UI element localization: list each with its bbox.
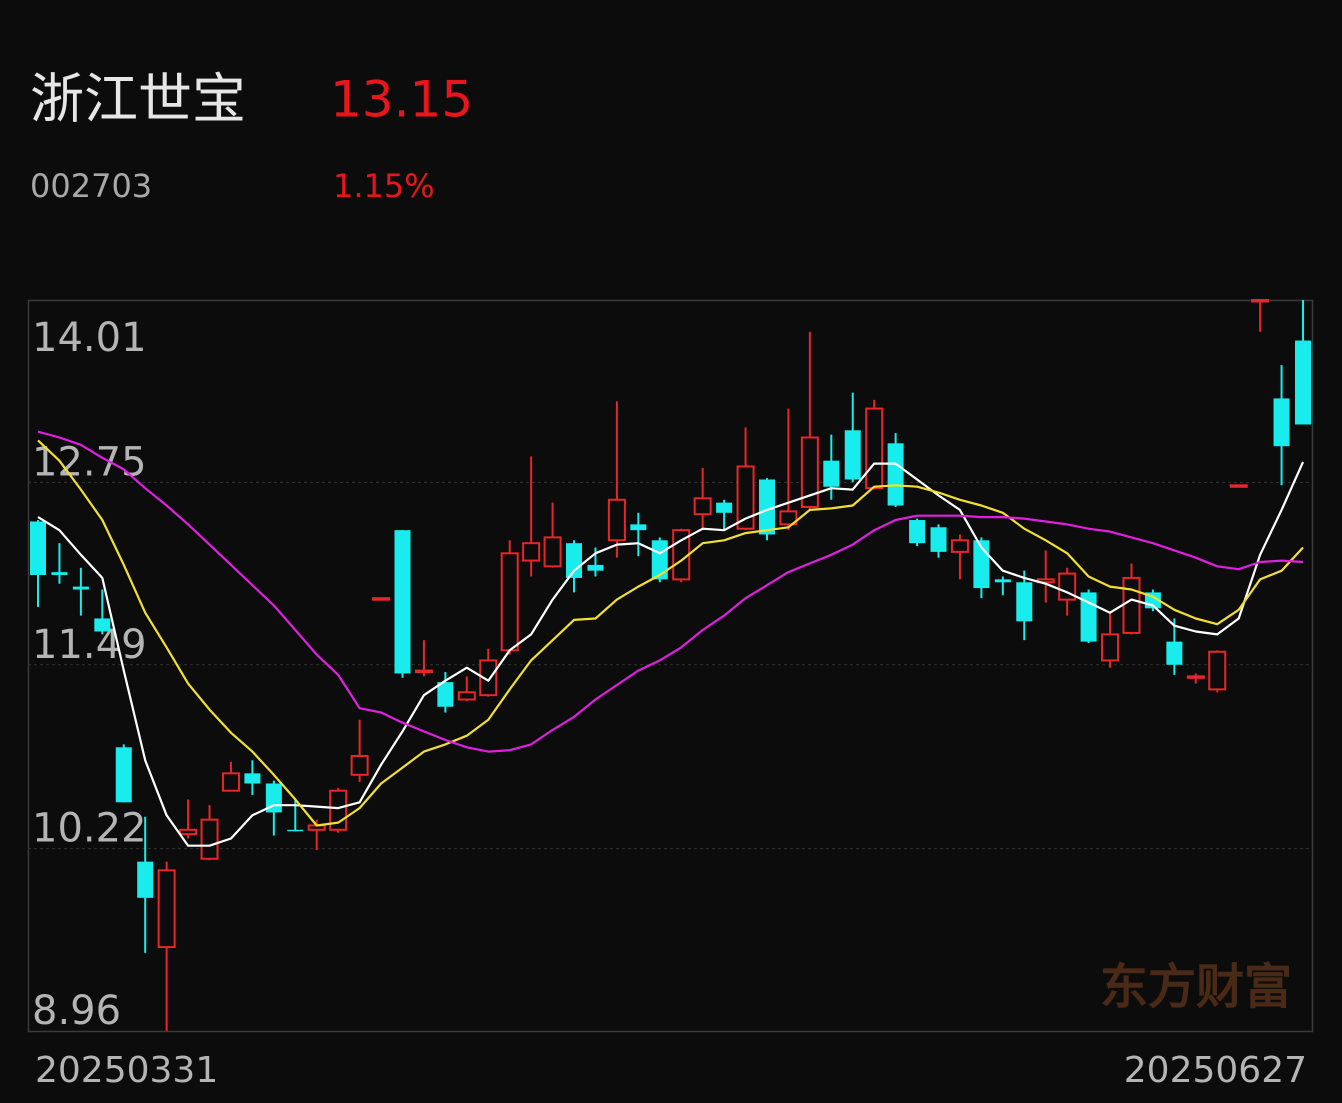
y-tick-label: 10.22 bbox=[32, 806, 147, 852]
candle-body bbox=[372, 597, 391, 601]
candle-body bbox=[630, 524, 647, 531]
candle-body bbox=[865, 407, 884, 490]
candle-body bbox=[736, 465, 755, 530]
candle-body bbox=[543, 536, 562, 568]
candle-body bbox=[1016, 582, 1033, 622]
candle-body bbox=[394, 530, 411, 674]
stock-name: 浙江世宝 bbox=[30, 68, 246, 131]
candle-body bbox=[500, 552, 519, 652]
candle-body bbox=[414, 669, 433, 674]
candle-body bbox=[950, 539, 969, 553]
candle-body bbox=[287, 829, 304, 832]
candle-body bbox=[779, 510, 798, 526]
y-tick-label: 12.75 bbox=[32, 439, 147, 485]
candle-body bbox=[1251, 299, 1270, 303]
candle-body bbox=[51, 572, 68, 576]
candle-body bbox=[115, 747, 132, 803]
candle-body bbox=[221, 772, 240, 792]
candle-body bbox=[522, 542, 541, 562]
candle-body bbox=[137, 861, 154, 898]
candle-body bbox=[844, 430, 861, 480]
ma-line bbox=[37, 430, 1304, 753]
candle-body bbox=[823, 460, 840, 487]
candle-body bbox=[909, 520, 926, 544]
candle-body bbox=[1295, 340, 1311, 425]
candle-body bbox=[437, 682, 454, 707]
watermark: 东方财富 bbox=[1100, 959, 1292, 1015]
candle-body bbox=[887, 443, 904, 506]
candle-body bbox=[566, 543, 583, 578]
x-tick-label: 20250331 bbox=[35, 1050, 218, 1091]
candle-body bbox=[1122, 576, 1141, 634]
candle-body bbox=[800, 436, 819, 508]
stock-code: 002703 bbox=[30, 167, 152, 205]
candle-body bbox=[994, 579, 1011, 583]
candle-body bbox=[350, 754, 369, 776]
candle-body bbox=[1208, 650, 1227, 691]
candle-body bbox=[94, 618, 111, 632]
candle-body bbox=[1273, 398, 1290, 447]
candle-body bbox=[244, 773, 261, 784]
ma-line bbox=[37, 461, 1305, 847]
candle-body bbox=[72, 586, 89, 590]
candle-body bbox=[930, 527, 947, 552]
candle-body bbox=[716, 502, 733, 513]
candle-body bbox=[758, 479, 775, 535]
price-change: 1.15% bbox=[333, 167, 435, 205]
candle-body bbox=[30, 521, 46, 576]
candle-body bbox=[1166, 641, 1183, 665]
y-tick-label: 8.96 bbox=[32, 988, 121, 1034]
candle-body bbox=[607, 498, 626, 542]
candle-body bbox=[157, 869, 176, 949]
stock-price: 13.15 bbox=[330, 71, 473, 129]
candle-body bbox=[200, 818, 219, 860]
candle-body bbox=[479, 659, 498, 697]
y-tick-label: 14.01 bbox=[32, 315, 147, 361]
ma-line bbox=[37, 439, 1304, 827]
x-tick-label: 20250627 bbox=[1124, 1050, 1307, 1091]
candle-body bbox=[1229, 484, 1248, 488]
plot-frame bbox=[27, 299, 1314, 1033]
candle-body bbox=[587, 564, 604, 571]
candle-body bbox=[651, 540, 668, 580]
candle-body bbox=[1186, 675, 1205, 679]
candle-body bbox=[179, 828, 198, 836]
candle-body bbox=[693, 497, 712, 516]
y-tick-label: 11.49 bbox=[32, 622, 147, 668]
candle-body bbox=[457, 691, 476, 701]
candle-body bbox=[1101, 633, 1120, 662]
